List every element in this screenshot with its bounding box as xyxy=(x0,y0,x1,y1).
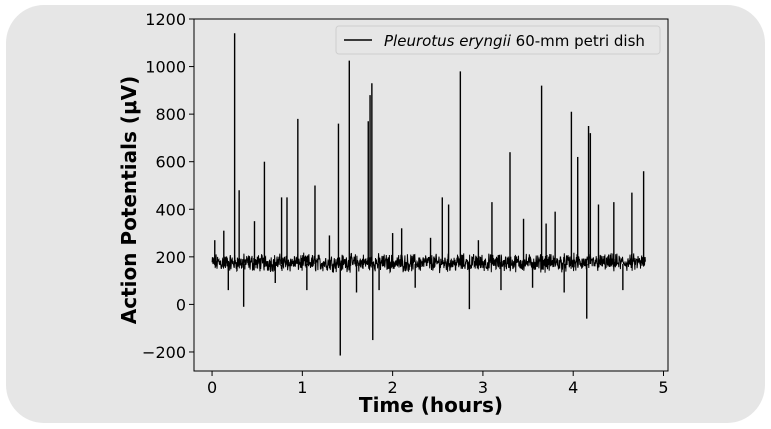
y-tick-label: −200 xyxy=(142,343,186,362)
x-axis-label: Time (hours) xyxy=(359,393,503,417)
y-tick-label: 600 xyxy=(155,153,186,172)
chart-card xyxy=(6,5,765,423)
legend-box xyxy=(335,25,661,55)
y-axis-label: Action Potentials (μV) xyxy=(117,76,141,325)
x-tick-label: 5 xyxy=(658,378,668,397)
y-tick-label: 1000 xyxy=(145,58,186,77)
x-tick-label: 0 xyxy=(207,378,217,397)
plot-frame xyxy=(193,18,669,372)
legend-label: Pleurotus eryngii 60-mm petri dish xyxy=(384,32,645,50)
y-tick-label: 1200 xyxy=(145,10,186,29)
y-tick-label: 800 xyxy=(155,105,186,124)
y-tick-label: 200 xyxy=(155,248,186,267)
x-tick-label: 2 xyxy=(388,378,398,397)
y-tick-label: 0 xyxy=(176,295,186,314)
legend-label-italic: Pleurotus eryngii xyxy=(384,32,512,50)
legend-label-plain: 60-mm petri dish xyxy=(511,32,645,50)
x-tick-label: 1 xyxy=(297,378,307,397)
legend: Pleurotus eryngii 60-mm petri dish xyxy=(335,25,661,55)
x-tick-label: 4 xyxy=(568,378,578,397)
y-tick-label: 400 xyxy=(155,200,186,219)
spikes-layer xyxy=(214,33,645,356)
series-line-trace xyxy=(211,252,646,274)
x-tick-label: 3 xyxy=(478,378,488,397)
ticks-layer: 0 1 2 3 4 5 −200 0 200 400 600 800 1000 1200 xyxy=(142,10,669,397)
